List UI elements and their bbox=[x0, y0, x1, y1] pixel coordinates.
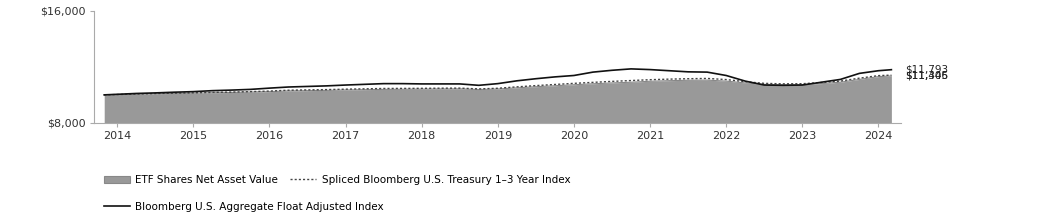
Legend: Bloomberg U.S. Aggregate Float Adjusted Index: Bloomberg U.S. Aggregate Float Adjusted … bbox=[100, 198, 388, 212]
Text: $11,345: $11,345 bbox=[905, 71, 948, 81]
Text: $11,793: $11,793 bbox=[905, 65, 948, 75]
Text: $11,406: $11,406 bbox=[905, 70, 948, 80]
